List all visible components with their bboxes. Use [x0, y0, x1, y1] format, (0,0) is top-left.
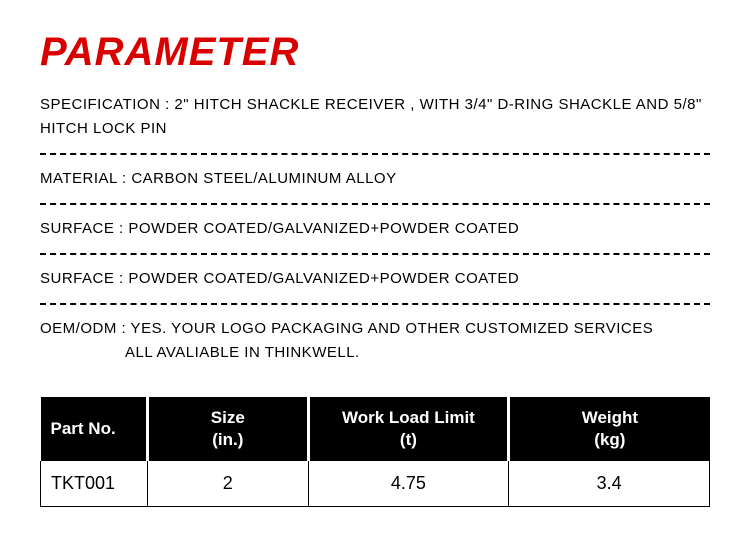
- table-header-weight: Weight (kg): [509, 397, 710, 461]
- spec-text: SURFACE : POWDER COATED/GALVANIZED+POWDE…: [40, 270, 519, 287]
- header-line2: (kg): [594, 430, 625, 449]
- spec-text-continuation: ALL AVALIABLE IN THINKWELL.: [40, 341, 710, 365]
- table-header-wll: Work Load Limit (t): [308, 397, 509, 461]
- spec-text: MATERIAL : CARBON STEEL/ALUMINUM ALLOY: [40, 170, 397, 187]
- page-title: PARAMETER: [40, 30, 710, 75]
- specification-list: SPECIFICATION : 2" HITCH SHACKLE RECEIVE…: [40, 93, 710, 377]
- spec-text: SURFACE : POWDER COATED/GALVANIZED+POWDE…: [40, 220, 519, 237]
- spec-specification: SPECIFICATION : 2" HITCH SHACKLE RECEIVE…: [40, 93, 710, 155]
- spec-material: MATERIAL : CARBON STEEL/ALUMINUM ALLOY: [40, 167, 710, 205]
- cell-weight: 3.4: [509, 461, 710, 507]
- header-line1: Weight: [582, 408, 638, 427]
- cell-partno: TKT001: [41, 461, 148, 507]
- table-header-size: Size (in.): [148, 397, 309, 461]
- table-row: TKT001 2 4.75 3.4: [41, 461, 710, 507]
- header-line2: (in.): [212, 430, 243, 449]
- table-header-row: Part No. Size (in.) Work Load Limit (t) …: [41, 397, 710, 461]
- header-line1: Size: [211, 408, 245, 427]
- header-line1: Work Load Limit: [342, 408, 475, 427]
- table-header-partno: Part No.: [41, 397, 148, 461]
- spec-surface-2: SURFACE : POWDER COATED/GALVANIZED+POWDE…: [40, 267, 710, 305]
- header-line1: Part No.: [51, 419, 116, 438]
- cell-wll: 4.75: [308, 461, 509, 507]
- header-line2: (t): [400, 430, 417, 449]
- cell-size: 2: [148, 461, 309, 507]
- spec-surface-1: SURFACE : POWDER COATED/GALVANIZED+POWDE…: [40, 217, 710, 255]
- parameter-table: Part No. Size (in.) Work Load Limit (t) …: [40, 397, 710, 507]
- spec-text: SPECIFICATION : 2" HITCH SHACKLE RECEIVE…: [40, 96, 702, 137]
- spec-oem-odm: OEM/ODM : YES. YOUR LOGO PACKAGING AND O…: [40, 317, 710, 377]
- spec-text: OEM/ODM : YES. YOUR LOGO PACKAGING AND O…: [40, 320, 653, 337]
